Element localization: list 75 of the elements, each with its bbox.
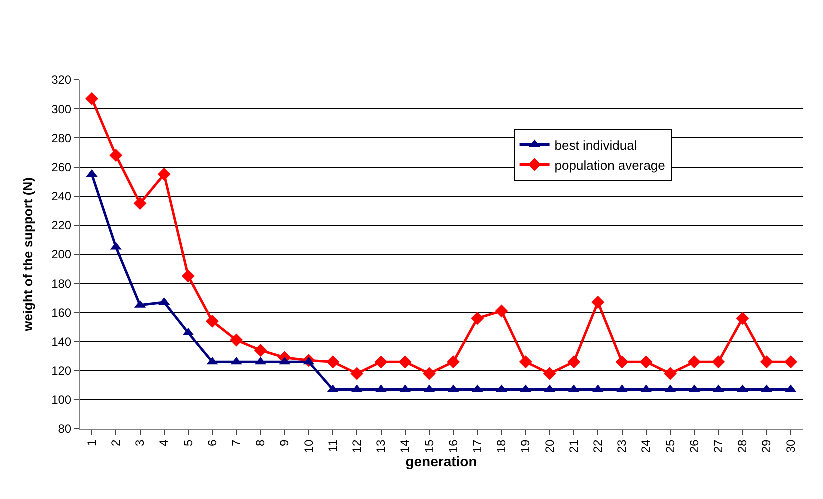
x-tick-label: 15 bbox=[422, 439, 436, 454]
point bbox=[688, 356, 702, 369]
y-tick-label: 320 bbox=[52, 73, 72, 88]
point bbox=[134, 197, 147, 210]
x-tick-label: 24 bbox=[639, 439, 654, 454]
point bbox=[543, 367, 556, 380]
x-tick-label: 18 bbox=[494, 439, 509, 454]
x-tick-label: 25 bbox=[663, 439, 678, 454]
point bbox=[374, 356, 388, 369]
point bbox=[86, 92, 99, 106]
y-tick-label: 260 bbox=[52, 160, 72, 174]
point bbox=[182, 270, 195, 283]
point bbox=[230, 334, 244, 347]
legend-label: best individual bbox=[554, 138, 638, 153]
y-axis-title: weight of the support (N) bbox=[20, 178, 36, 332]
x-tick-label: 5 bbox=[181, 439, 196, 446]
x-tick-label: 13 bbox=[374, 439, 388, 454]
point bbox=[519, 356, 532, 369]
y-tick-label: 160 bbox=[52, 306, 72, 320]
x-tick-label: 9 bbox=[278, 439, 292, 446]
x-tick-label: 16 bbox=[446, 439, 460, 454]
legend-label: population average bbox=[554, 158, 666, 173]
x-tick-label: 26 bbox=[687, 439, 702, 454]
point bbox=[736, 312, 750, 325]
y-tick-label: 300 bbox=[52, 102, 72, 116]
x-tick-label: 11 bbox=[326, 439, 340, 452]
y-tick-label: 240 bbox=[52, 190, 72, 204]
x-tick-label: 30 bbox=[784, 439, 798, 454]
x-tick-label: 23 bbox=[615, 439, 630, 454]
x-tick-label: 10 bbox=[302, 439, 316, 454]
point bbox=[447, 356, 460, 369]
x-tick-label: 4 bbox=[157, 439, 172, 446]
x-tick-label: 3 bbox=[133, 439, 148, 446]
x-tick-label: 7 bbox=[230, 439, 244, 446]
point bbox=[422, 367, 436, 380]
x-tick-label: 12 bbox=[350, 439, 364, 454]
x-tick-label: 8 bbox=[254, 439, 268, 446]
point bbox=[350, 367, 364, 380]
x-tick-label: 17 bbox=[470, 439, 485, 454]
point bbox=[206, 314, 220, 328]
x-tick-label: 28 bbox=[736, 439, 750, 454]
point bbox=[568, 356, 581, 369]
point bbox=[110, 149, 123, 162]
x-tick-label: 29 bbox=[760, 439, 774, 454]
point bbox=[640, 356, 653, 369]
point bbox=[712, 356, 726, 369]
y-tick-label: 140 bbox=[52, 334, 72, 349]
point bbox=[784, 356, 798, 369]
point bbox=[664, 367, 677, 380]
point bbox=[471, 312, 484, 325]
x-tick-label: 6 bbox=[205, 439, 220, 446]
x-tick-label: 2 bbox=[109, 439, 124, 446]
point bbox=[495, 304, 508, 318]
x-tick-label: 1 bbox=[84, 439, 99, 446]
y-tick-label: 280 bbox=[52, 131, 72, 146]
y-tick-label: 120 bbox=[52, 364, 72, 378]
x-tick-label: 14 bbox=[398, 439, 412, 454]
y-tick-label: 220 bbox=[52, 218, 72, 233]
point bbox=[616, 356, 629, 369]
point bbox=[398, 356, 412, 369]
point bbox=[326, 356, 340, 369]
x-tick-label: 21 bbox=[566, 439, 581, 454]
x-tick-label: 19 bbox=[518, 439, 533, 454]
x-tick-label: 27 bbox=[712, 439, 726, 454]
x-tick-label: 20 bbox=[542, 439, 557, 454]
y-tick-label: 200 bbox=[52, 248, 72, 262]
y-tick-label: 100 bbox=[52, 393, 72, 408]
point bbox=[158, 168, 171, 182]
point bbox=[592, 296, 605, 309]
y-tick-label: 180 bbox=[52, 276, 72, 291]
point bbox=[760, 356, 774, 369]
x-tick-label: 22 bbox=[591, 439, 606, 454]
x-axis-title: generation bbox=[406, 453, 478, 470]
y-tick-label: 80 bbox=[58, 422, 72, 436]
point bbox=[254, 344, 268, 357]
